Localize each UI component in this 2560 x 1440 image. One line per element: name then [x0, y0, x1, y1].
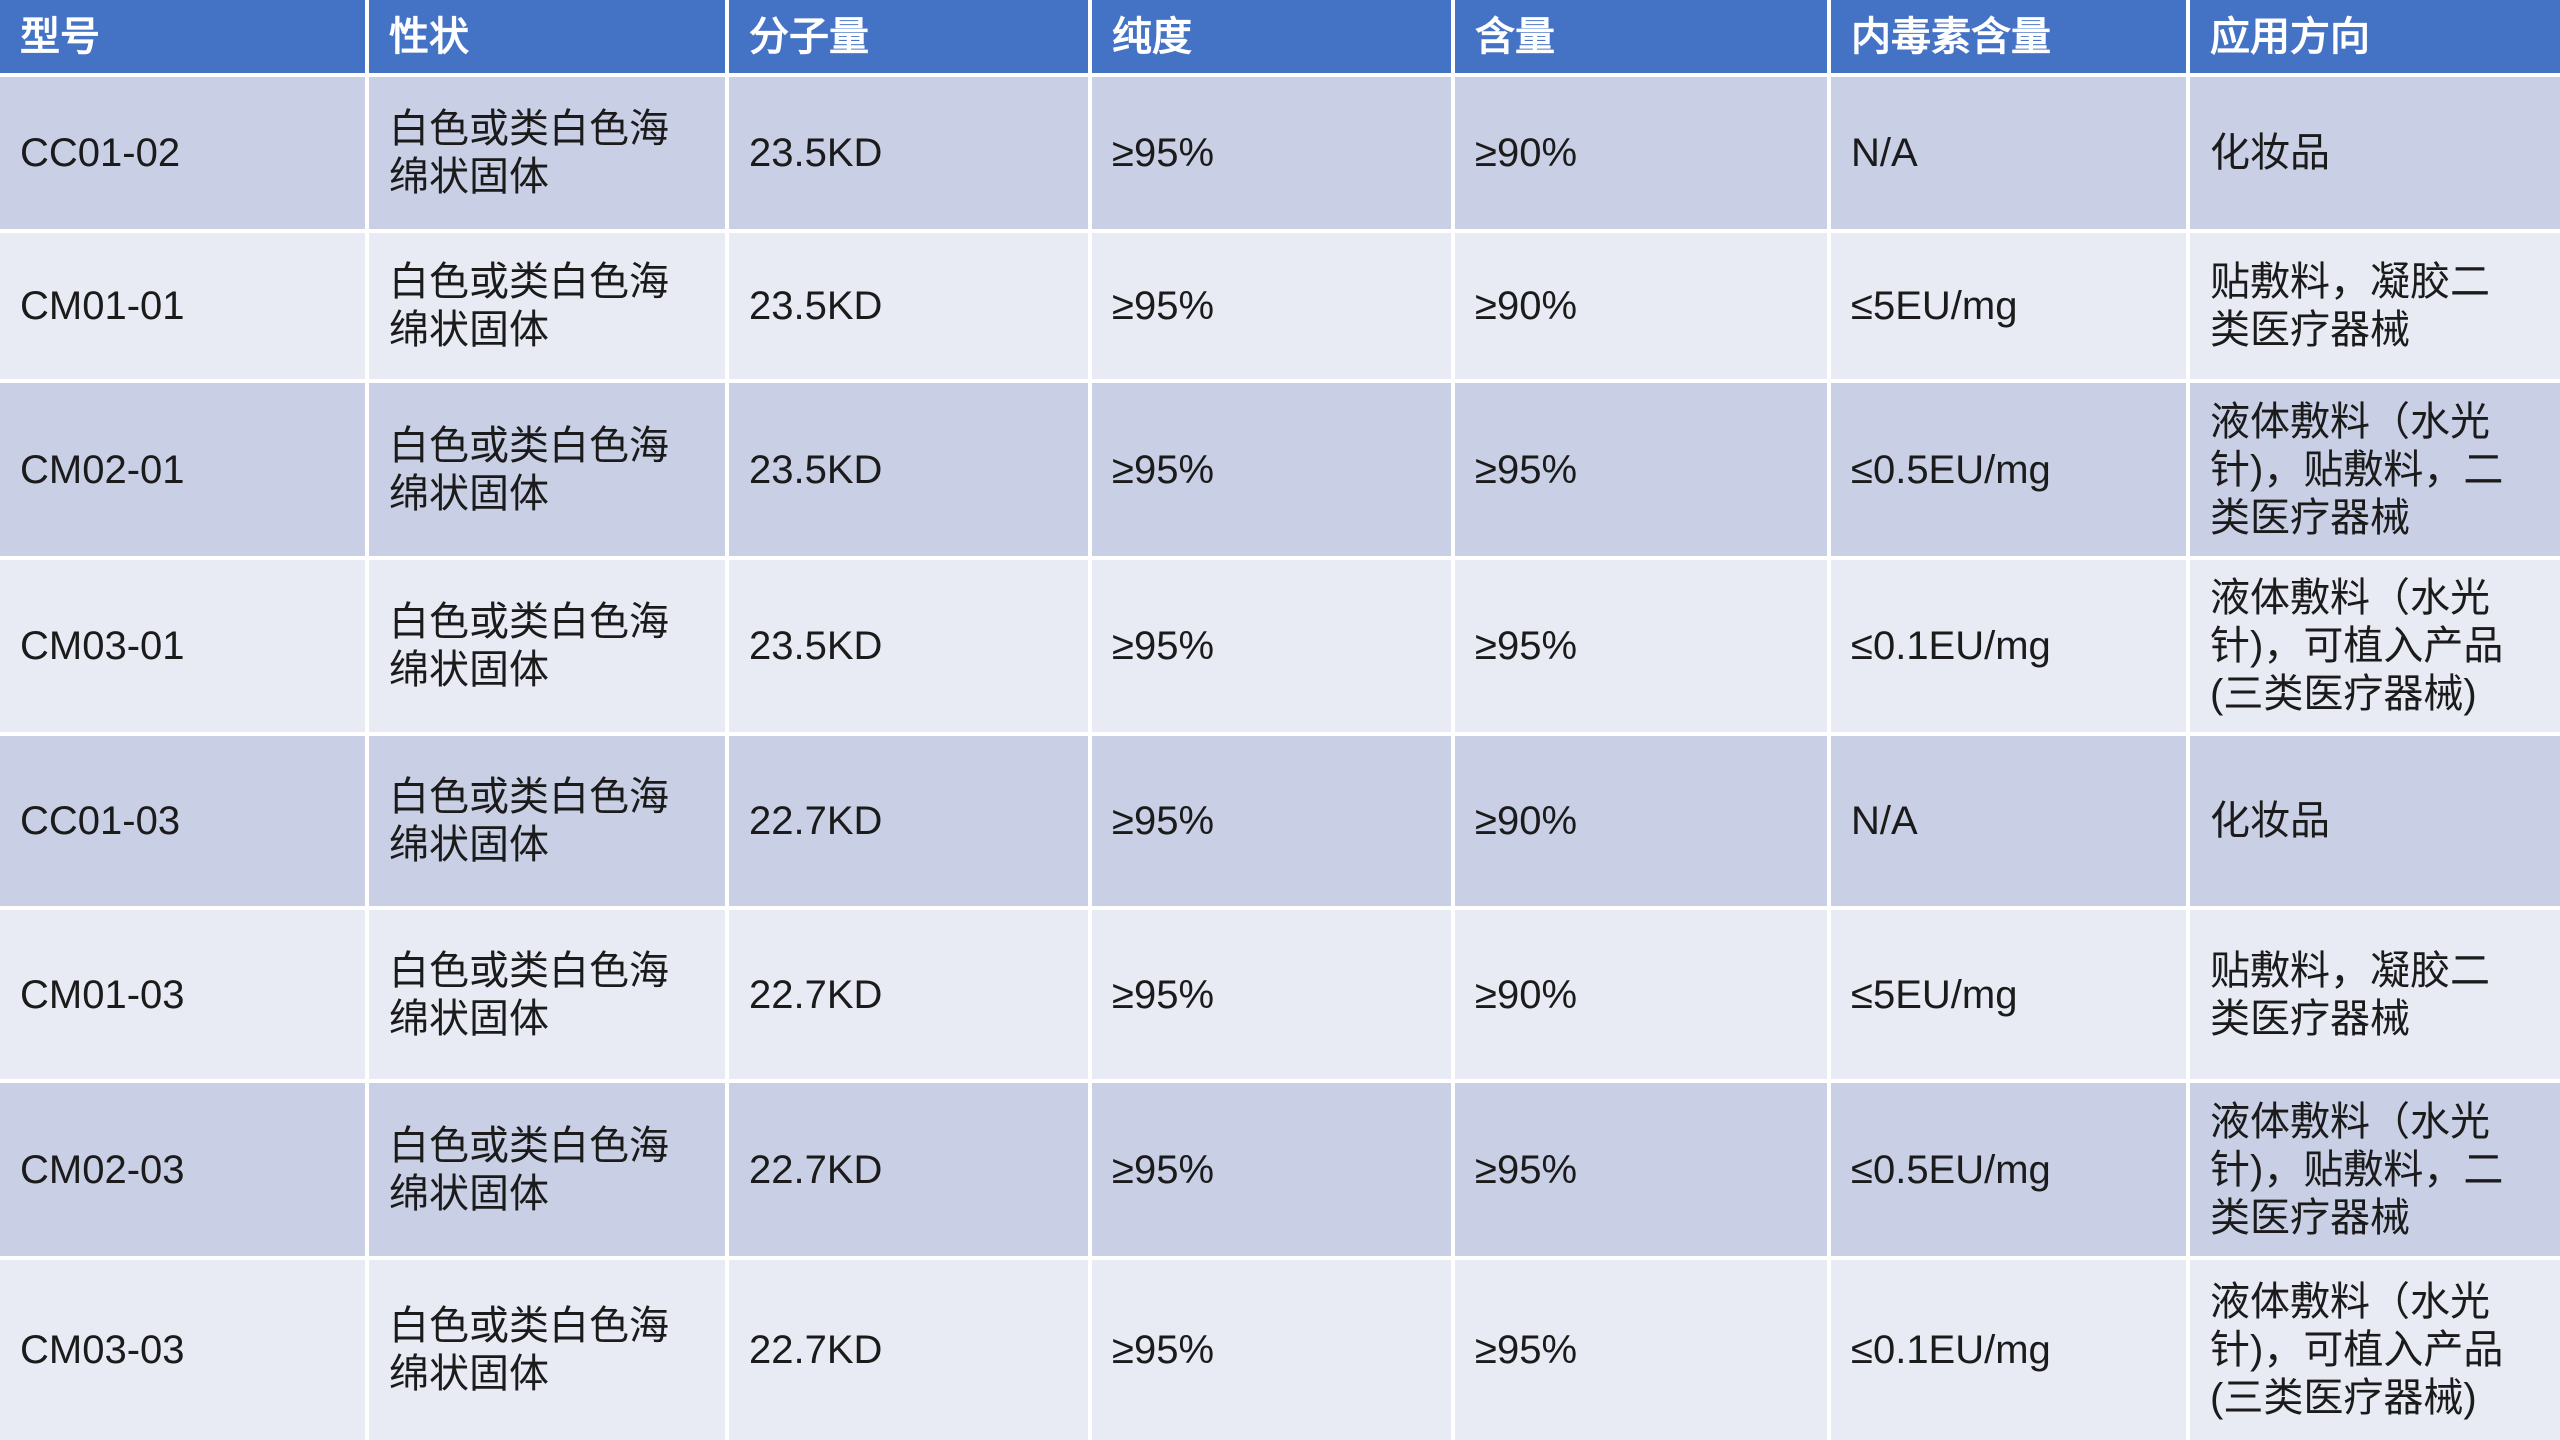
cell-endotoxin: ≤0.5EU/mg [1831, 1083, 2186, 1256]
header-endotoxin: 内毒素含量 [1831, 0, 2186, 73]
cell-molecular-weight: 22.7KD [729, 1083, 1088, 1256]
cell-molecular-weight: 23.5KD [729, 77, 1088, 229]
cell-endotoxin: ≤5EU/mg [1831, 233, 2186, 379]
cell-model: CM01-01 [0, 233, 365, 379]
cell-endotoxin: N/A [1831, 736, 2186, 906]
cell-endotoxin: ≤0.1EU/mg [1831, 560, 2186, 732]
cell-appearance: 白色或类白色海 绵状固体 [369, 77, 725, 229]
cell-endotoxin: N/A [1831, 77, 2186, 229]
cell-appearance: 白色或类白色海 绵状固体 [369, 910, 725, 1079]
cell-appearance: 白色或类白色海 绵状固体 [369, 1083, 725, 1256]
cell-model: CM03-03 [0, 1260, 365, 1440]
cell-content: ≥90% [1455, 736, 1827, 906]
cell-application: 贴敷料，凝胶二 类医疗器械 [2190, 910, 2560, 1079]
header-model: 型号 [0, 0, 365, 73]
header-appearance: 性状 [369, 0, 725, 73]
cell-model: CM03-01 [0, 560, 365, 732]
cell-content: ≥95% [1455, 1260, 1827, 1440]
cell-application: 化妆品 [2190, 736, 2560, 906]
cell-model: CM02-03 [0, 1083, 365, 1256]
header-molecular-weight: 分子量 [729, 0, 1088, 73]
cell-molecular-weight: 22.7KD [729, 736, 1088, 906]
cell-application: 液体敷料（水光 针)，可植入产品 (三类医疗器械) [2190, 560, 2560, 732]
cell-purity: ≥95% [1092, 77, 1451, 229]
cell-molecular-weight: 22.7KD [729, 910, 1088, 1079]
cell-endotoxin: ≤0.1EU/mg [1831, 1260, 2186, 1440]
cell-model: CC01-02 [0, 77, 365, 229]
cell-purity: ≥95% [1092, 233, 1451, 379]
cell-application: 贴敷料，凝胶二 类医疗器械 [2190, 233, 2560, 379]
cell-content: ≥95% [1455, 560, 1827, 732]
cell-endotoxin: ≤0.5EU/mg [1831, 383, 2186, 556]
cell-application: 化妆品 [2190, 77, 2560, 229]
cell-content: ≥90% [1455, 77, 1827, 229]
cell-purity: ≥95% [1092, 560, 1451, 732]
cell-model: CC01-03 [0, 736, 365, 906]
cell-molecular-weight: 23.5KD [729, 560, 1088, 732]
header-application: 应用方向 [2190, 0, 2560, 73]
cell-molecular-weight: 23.5KD [729, 233, 1088, 379]
cell-model: CM02-01 [0, 383, 365, 556]
cell-application: 液体敷料（水光 针)，可植入产品 (三类医疗器械) [2190, 1260, 2560, 1440]
cell-appearance: 白色或类白色海 绵状固体 [369, 736, 725, 906]
header-content: 含量 [1455, 0, 1827, 73]
cell-molecular-weight: 23.5KD [729, 383, 1088, 556]
cell-appearance: 白色或类白色海 绵状固体 [369, 233, 725, 379]
cell-appearance: 白色或类白色海 绵状固体 [369, 1260, 725, 1440]
cell-endotoxin: ≤5EU/mg [1831, 910, 2186, 1079]
cell-purity: ≥95% [1092, 1260, 1451, 1440]
cell-model: CM01-03 [0, 910, 365, 1079]
cell-appearance: 白色或类白色海 绵状固体 [369, 560, 725, 732]
cell-content: ≥90% [1455, 910, 1827, 1079]
cell-purity: ≥95% [1092, 1083, 1451, 1256]
cell-molecular-weight: 22.7KD [729, 1260, 1088, 1440]
cell-purity: ≥95% [1092, 736, 1451, 906]
cell-application: 液体敷料（水光 针)，贴敷料，二 类医疗器械 [2190, 383, 2560, 556]
cell-purity: ≥95% [1092, 383, 1451, 556]
header-purity: 纯度 [1092, 0, 1451, 73]
cell-content: ≥95% [1455, 1083, 1827, 1256]
cell-application: 液体敷料（水光 针)，贴敷料，二 类医疗器械 [2190, 1083, 2560, 1256]
cell-appearance: 白色或类白色海 绵状固体 [369, 383, 725, 556]
cell-content: ≥90% [1455, 233, 1827, 379]
cell-purity: ≥95% [1092, 910, 1451, 1079]
cell-content: ≥95% [1455, 383, 1827, 556]
